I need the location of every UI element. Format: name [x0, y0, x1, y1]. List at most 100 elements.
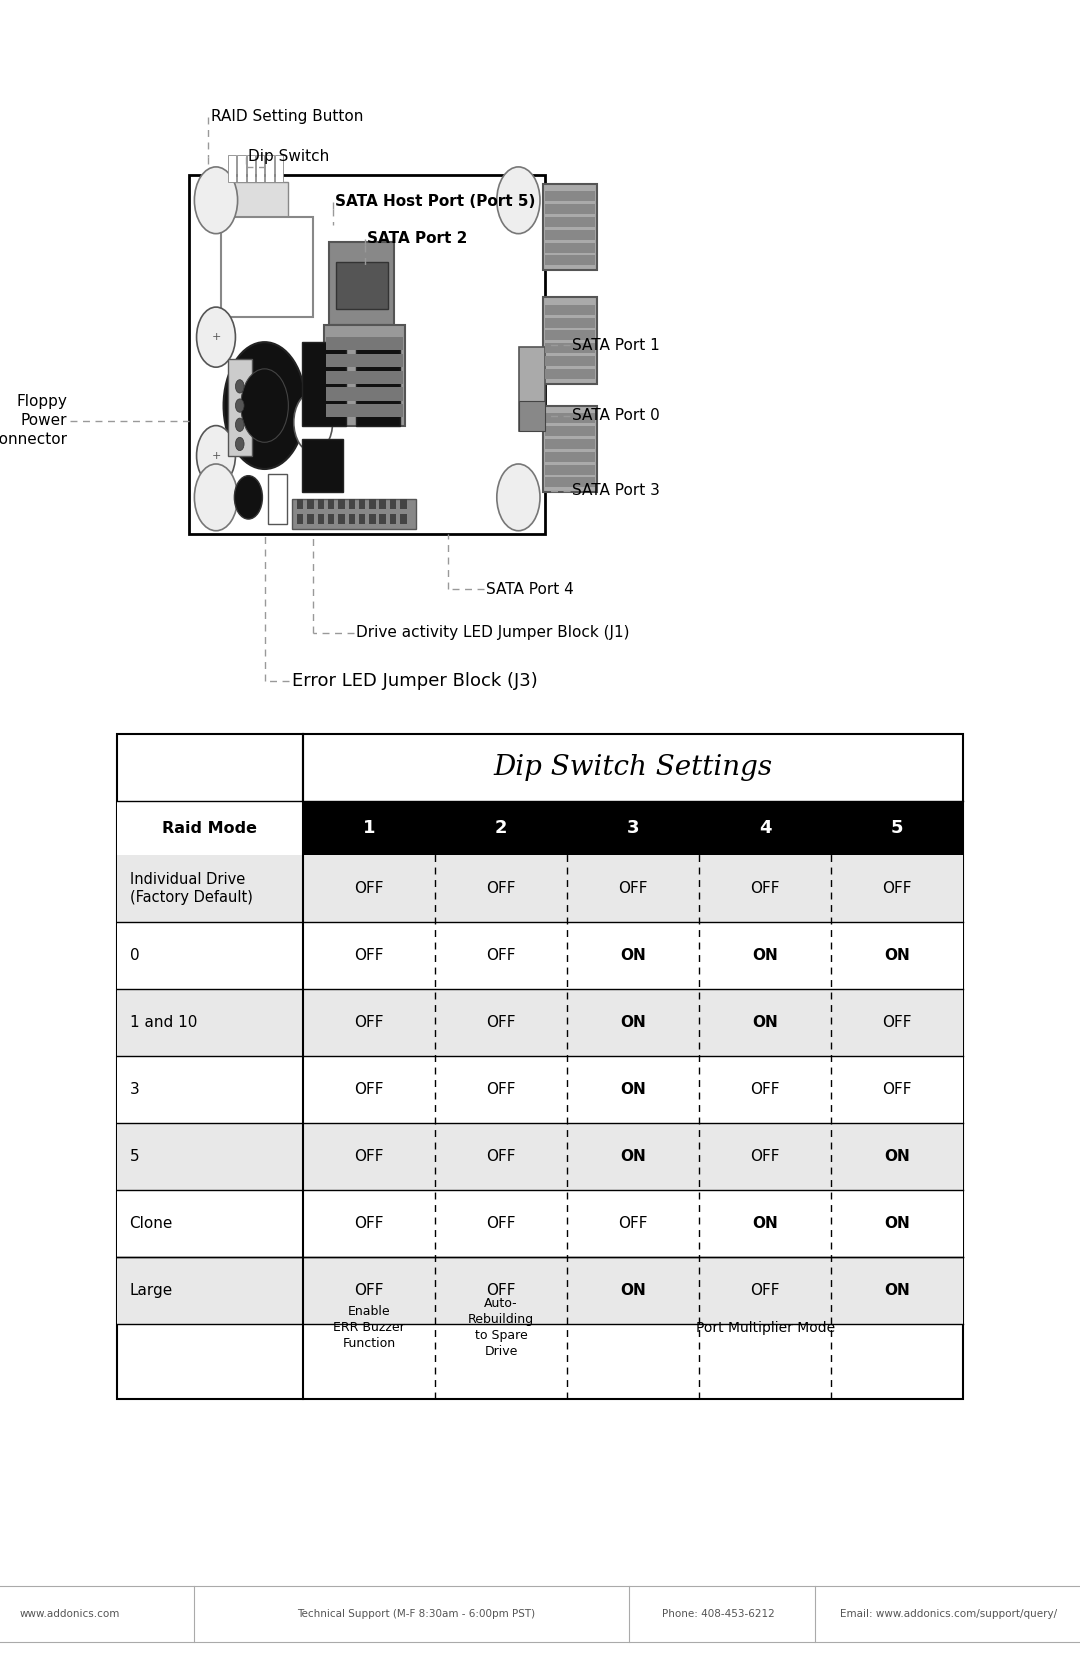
Text: OFF: OFF — [486, 1015, 516, 1030]
Text: SATA Port 3: SATA Port 3 — [572, 484, 660, 497]
Ellipse shape — [497, 464, 540, 531]
Text: OFF: OFF — [751, 881, 780, 896]
Bar — [379, 499, 386, 509]
Bar — [268, 474, 287, 524]
Text: Large: Large — [130, 1283, 173, 1298]
Bar — [519, 347, 545, 431]
Ellipse shape — [294, 392, 333, 452]
Text: ON: ON — [885, 1148, 910, 1163]
Text: OFF: OFF — [486, 881, 516, 896]
Bar — [308, 514, 314, 524]
Bar — [545, 414, 595, 424]
Bar — [308, 499, 314, 509]
Text: Dip Switch Settings: Dip Switch Settings — [494, 754, 772, 781]
Bar — [545, 330, 595, 340]
Text: OFF: OFF — [882, 1082, 913, 1097]
Text: OFF: OFF — [486, 1283, 516, 1298]
Bar — [302, 801, 435, 855]
Bar — [545, 439, 595, 449]
Text: Floppy
Power
Connector: Floppy Power Connector — [0, 394, 67, 447]
Bar — [567, 801, 699, 855]
Bar — [545, 255, 595, 265]
Bar — [238, 155, 245, 182]
Text: +: + — [212, 332, 220, 342]
Ellipse shape — [235, 381, 244, 394]
Text: ON: ON — [620, 1082, 646, 1097]
Bar — [117, 990, 963, 1056]
Bar — [328, 499, 335, 509]
Bar — [519, 401, 545, 431]
Text: 3: 3 — [130, 1082, 139, 1097]
Bar — [189, 175, 545, 534]
Bar — [545, 305, 595, 315]
Bar — [356, 342, 400, 426]
Bar — [117, 921, 963, 990]
Text: SATA Port 0: SATA Port 0 — [572, 409, 660, 422]
Bar — [545, 344, 595, 354]
Ellipse shape — [235, 399, 244, 412]
Bar — [545, 317, 595, 327]
Ellipse shape — [197, 426, 235, 486]
Bar — [359, 514, 365, 524]
Text: ON: ON — [620, 1283, 646, 1298]
Text: Phone: 408-453-6212: Phone: 408-453-6212 — [662, 1609, 774, 1619]
Bar — [326, 337, 403, 350]
Bar — [246, 155, 255, 182]
Text: SATA Host Port (Port 5): SATA Host Port (Port 5) — [335, 195, 536, 209]
Text: +: + — [212, 451, 220, 461]
Bar — [349, 499, 355, 509]
Bar — [318, 499, 324, 509]
Bar — [545, 204, 595, 214]
Bar — [117, 1123, 963, 1190]
Bar — [545, 464, 595, 474]
Text: OFF: OFF — [751, 1082, 780, 1097]
Ellipse shape — [194, 464, 238, 531]
Bar — [400, 499, 406, 509]
Text: OFF: OFF — [751, 1148, 780, 1163]
Bar — [198, 184, 221, 217]
Bar — [336, 262, 388, 309]
Bar — [379, 514, 386, 524]
Bar — [292, 499, 416, 529]
Bar — [221, 217, 313, 317]
Bar — [338, 499, 345, 509]
Bar — [545, 192, 595, 202]
Text: Enable
ERR Buzzer
Function: Enable ERR Buzzer Function — [333, 1305, 405, 1350]
Ellipse shape — [224, 342, 306, 469]
Bar — [302, 439, 343, 492]
Text: 5: 5 — [891, 819, 904, 838]
Ellipse shape — [234, 476, 262, 519]
Text: OFF: OFF — [486, 1082, 516, 1097]
Bar — [117, 801, 302, 855]
Text: OFF: OFF — [486, 1148, 516, 1163]
Bar — [435, 801, 567, 855]
Bar — [326, 371, 403, 384]
Text: ON: ON — [885, 1283, 910, 1298]
Text: ON: ON — [620, 1015, 646, 1030]
Ellipse shape — [497, 167, 540, 234]
Text: RAID Setting Button: RAID Setting Button — [211, 110, 363, 124]
Text: Raid Mode: Raid Mode — [162, 821, 257, 836]
Text: ON: ON — [885, 1217, 910, 1232]
Bar — [832, 801, 963, 855]
Text: 0: 0 — [130, 948, 139, 963]
Bar — [349, 514, 355, 524]
Bar — [297, 499, 303, 509]
Bar — [390, 499, 396, 509]
Bar — [545, 426, 595, 436]
Text: ON: ON — [753, 948, 778, 963]
Bar — [545, 355, 595, 366]
Text: OFF: OFF — [882, 881, 913, 896]
Text: SATA Port 4: SATA Port 4 — [486, 582, 573, 596]
Text: ON: ON — [620, 948, 646, 963]
Text: OFF: OFF — [354, 948, 383, 963]
Bar — [318, 514, 324, 524]
Text: ON: ON — [753, 1015, 778, 1030]
Text: ON: ON — [885, 948, 910, 963]
Bar — [545, 477, 595, 487]
Bar — [117, 1056, 963, 1123]
Text: OFF: OFF — [619, 1217, 648, 1232]
Bar — [117, 855, 963, 921]
Ellipse shape — [235, 437, 244, 451]
Bar — [329, 242, 394, 325]
